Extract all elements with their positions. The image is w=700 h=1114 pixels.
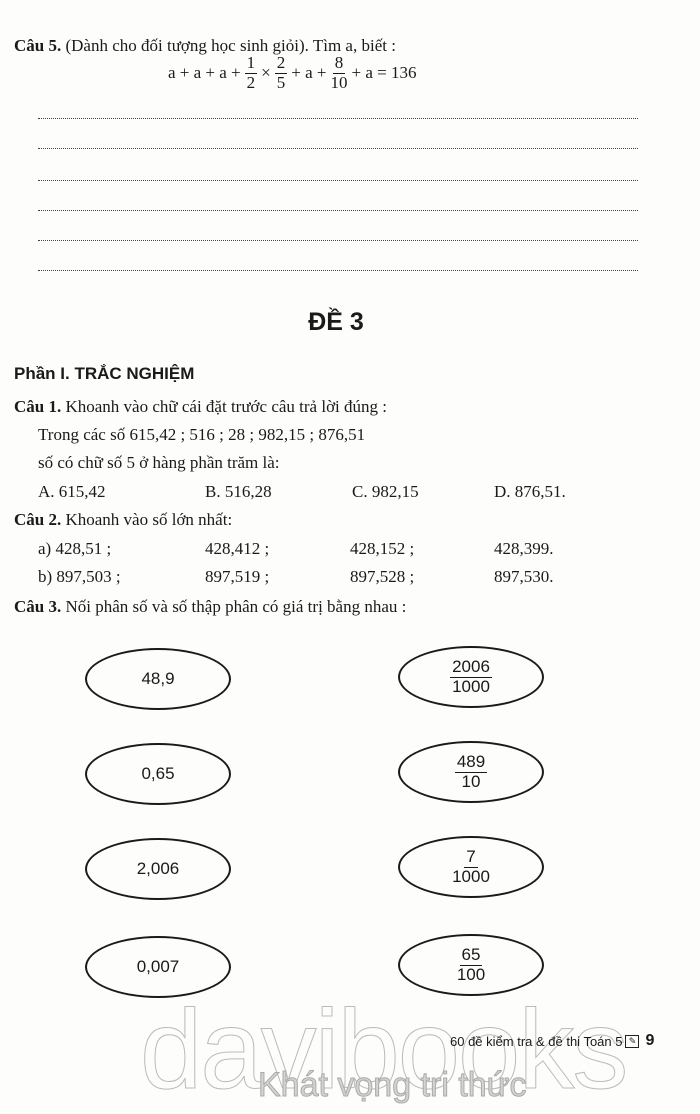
fraction: 7 1000 bbox=[452, 846, 490, 886]
cau2-label: Câu 2. bbox=[14, 510, 62, 529]
cau2-b-3[interactable]: 897,528 ; bbox=[350, 567, 415, 586]
cau3-label: Câu 3. bbox=[14, 597, 62, 616]
cau5-question: Câu 5. (Dành cho đối tượng học sinh giỏi… bbox=[14, 36, 396, 56]
footer-text: 60 đề kiểm tra & đề thi Toán 5 bbox=[450, 1033, 623, 1049]
cau3-text: Nối phân số và số thập phân có giá trị b… bbox=[65, 597, 407, 616]
option-c[interactable]: C. 982,15 bbox=[352, 482, 419, 501]
eq-part: + a = 136 bbox=[351, 63, 417, 83]
decimal-value: 48,9 bbox=[141, 669, 175, 688]
cau3-question: Câu 3. Nối phân số và số thập phân có gi… bbox=[14, 597, 406, 617]
answer-line bbox=[38, 240, 638, 241]
decimal-value: 2,006 bbox=[136, 859, 180, 878]
decimal-value: 0,007 bbox=[136, 957, 180, 976]
fraction-ellipse[interactable]: 2006 1000 bbox=[398, 646, 544, 708]
page-number: 9 bbox=[645, 1032, 655, 1049]
cau1-label: Câu 1. bbox=[14, 397, 62, 416]
option-d[interactable]: D. 876,51. bbox=[494, 482, 566, 501]
fraction: 65 100 bbox=[456, 944, 486, 984]
pencil-book-icon: ✎ bbox=[625, 1034, 640, 1048]
answer-line bbox=[38, 270, 638, 271]
answer-line bbox=[38, 210, 638, 211]
cau2-b-2[interactable]: 897,519 ; bbox=[205, 567, 270, 586]
cau5-text: (Dành cho đối tượng học sinh giỏi). Tìm … bbox=[65, 36, 396, 55]
cau1-text: Khoanh vào chữ cái đặt trước câu trả lời… bbox=[65, 397, 388, 416]
cau2-text: Khoanh vào số lớn nhất: bbox=[65, 510, 233, 529]
watermark-brand: davibooks bbox=[139, 987, 628, 1113]
decimal-ellipse[interactable]: 48,9 bbox=[85, 648, 231, 710]
section-heading: Phần I. TRẮC NGHIỆM bbox=[14, 364, 195, 383]
fraction: 489 10 bbox=[454, 751, 488, 791]
answer-line bbox=[38, 180, 638, 181]
option-b[interactable]: B. 516,28 bbox=[205, 482, 272, 501]
option-a[interactable]: A. 615,42 bbox=[38, 482, 106, 501]
eq-part: + a + bbox=[291, 63, 327, 83]
eq-part: a + a + a + bbox=[168, 63, 241, 83]
watermark-slogan: Khát vọng tri thức bbox=[257, 1066, 527, 1105]
fraction-ellipse[interactable]: 489 10 bbox=[398, 741, 544, 803]
cau2-a-4[interactable]: 428,399. bbox=[494, 539, 554, 558]
cau2-question: Câu 2. Khoanh vào số lớn nhất: bbox=[14, 510, 232, 530]
cau2-b-4[interactable]: 897,530. bbox=[494, 567, 554, 586]
fraction-ellipse[interactable]: 65 100 bbox=[398, 934, 544, 996]
decimal-ellipse[interactable]: 0,007 bbox=[85, 936, 231, 998]
fraction: 2006 1000 bbox=[450, 656, 492, 696]
cau5-label: Câu 5. bbox=[14, 36, 62, 55]
page-footer: 60 đề kiểm tra & đề thi Toán 5 ✎ 9 bbox=[450, 1032, 654, 1050]
eq-operator: × bbox=[261, 63, 271, 83]
cau1-line2: số có chữ số 5 ở hàng phần trăm là: bbox=[38, 453, 280, 472]
exam-title: ĐỀ 3 bbox=[308, 308, 364, 336]
fraction: 8 10 bbox=[330, 53, 348, 92]
cau1-question: Câu 1. Khoanh vào chữ cái đặt trước câu … bbox=[14, 397, 387, 417]
decimal-ellipse[interactable]: 2,006 bbox=[85, 838, 231, 900]
cau1-line1: Trong các số 615,42 ; 516 ; 28 ; 982,15 … bbox=[38, 425, 366, 444]
cau2-b-1[interactable]: b) 897,503 ; bbox=[38, 567, 121, 586]
decimal-value: 0,65 bbox=[141, 764, 175, 783]
fraction-ellipse[interactable]: 7 1000 bbox=[398, 836, 544, 898]
decimal-ellipse[interactable]: 0,65 bbox=[85, 743, 231, 805]
cau2-a-2[interactable]: 428,412 ; bbox=[205, 539, 270, 558]
cau2-a-3[interactable]: 428,152 ; bbox=[350, 539, 415, 558]
cau2-a-1[interactable]: a) 428,51 ; bbox=[38, 539, 112, 558]
answer-line bbox=[38, 148, 638, 149]
answer-line bbox=[38, 118, 638, 119]
